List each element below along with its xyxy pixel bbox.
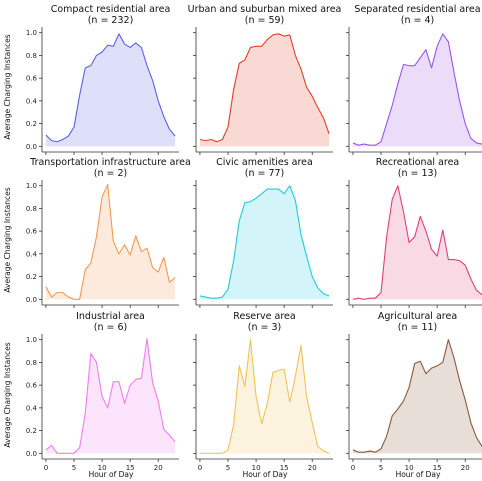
x-tick-label: 5 — [72, 464, 76, 472]
panel-7: Industrial area(n = 6) 0.0 0.2 0.4 0.6 0.8 1.0… — [26, 311, 179, 472]
panel-subtitle: (n = 11) — [398, 322, 438, 333]
panel-6: Recreational area(n = 13) — [346, 157, 482, 308]
panel-3: Separated residential area(n = 4) — [346, 4, 482, 155]
y-tick-label: 0.2 — [26, 273, 37, 281]
y-axis-label-row-2: Average Charging Instances — [3, 187, 12, 292]
area-fill — [199, 33, 330, 147]
area-fill — [45, 33, 176, 147]
y-axis-label-row-1: Average Charging Instances — [3, 34, 12, 139]
panel-8: Reserve area(n = 3) 0 5 10 15 20 — [193, 311, 333, 472]
y-tick-label: 0.4 — [26, 97, 38, 105]
x-tick-label: 0 — [44, 464, 48, 472]
y-tick-label: 0.2 — [26, 120, 37, 128]
series-line — [45, 184, 176, 300]
area-fill — [352, 185, 482, 300]
series-line — [352, 33, 482, 146]
x-tick-label: 15 — [433, 464, 442, 472]
y-tick-label: 1.0 — [26, 182, 37, 190]
panel-title: Separated residential area — [354, 4, 480, 15]
x-tick-label: 20 — [461, 464, 470, 472]
y-tick-label: 0.4 — [26, 250, 38, 258]
panel-9: Agricultural area(n = 11) 0 5 10 15 20 — [346, 311, 482, 472]
panel-subtitle: (n = 232) — [88, 15, 134, 26]
x-tick-label: 20 — [154, 464, 163, 472]
panel-title: Compact residential area — [51, 4, 171, 15]
x-tick-label: 15 — [126, 464, 135, 472]
x-tick-label: 10 — [405, 464, 414, 472]
x-tick-label: 15 — [280, 464, 289, 472]
series-line — [199, 185, 330, 299]
x-tick-label: 5 — [379, 464, 383, 472]
y-tick-label: 1.0 — [26, 29, 37, 37]
y-tick-label: 0.2 — [26, 427, 37, 435]
panel-subtitle: (n = 3) — [248, 322, 281, 333]
panel-title: Transportation infrastructure area — [29, 157, 191, 168]
area-fill — [199, 339, 330, 454]
panel-subtitle: (n = 59) — [245, 15, 285, 26]
x-tick-label: 20 — [308, 464, 317, 472]
series-line — [45, 337, 176, 454]
panel-subtitle: (n = 77) — [245, 168, 285, 179]
series-line — [199, 33, 330, 143]
panel-2: Urban and suburban mixed area(n = 59) — [188, 4, 342, 155]
area-fill — [352, 339, 482, 454]
panels-group: Compact residential area(n = 232) 0.0 0.2 0… — [26, 4, 482, 472]
x-tick-label: 0 — [198, 464, 202, 472]
y-axis-label-row-3: Average Charging Instances — [3, 342, 12, 447]
y-tick-label: 0.8 — [26, 52, 37, 60]
panel-subtitle: (n = 2) — [94, 168, 127, 179]
panel-title: Recreational area — [376, 157, 459, 168]
series-line — [199, 339, 330, 454]
y-tick-label: 0.6 — [26, 228, 38, 236]
y-tick-label: 0.0 — [26, 143, 37, 151]
x-axis-label-col-3: Hour of Day — [396, 470, 441, 479]
x-axis-label-col-2: Hour of Day — [243, 470, 288, 479]
x-tick-label: 0 — [351, 464, 355, 472]
panel-subtitle: (n = 13) — [398, 168, 438, 179]
panel-title: Urban and suburban mixed area — [188, 4, 342, 15]
panel-subtitle: (n = 6) — [94, 322, 127, 333]
x-axis-label-col-1: Hour of Day — [89, 470, 134, 479]
y-tick-label: 0.6 — [26, 382, 38, 390]
area-fill — [45, 184, 176, 300]
panel-1: Compact residential area(n = 232) 0.0 0.2 0… — [26, 4, 179, 155]
y-tick-label: 0.8 — [26, 359, 37, 367]
series-line — [352, 185, 482, 300]
x-tick-label: 5 — [226, 464, 230, 472]
y-tick-label: 1.0 — [26, 336, 37, 344]
y-tick-label: 0.4 — [26, 404, 38, 412]
area-fill — [352, 33, 482, 147]
series-line — [352, 339, 482, 453]
y-tick-label: 0.6 — [26, 75, 38, 83]
x-tick-label: 10 — [98, 464, 107, 472]
x-tick-label: 10 — [252, 464, 261, 472]
panel-title: Agricultural area — [378, 311, 457, 322]
y-tick-label: 0.0 — [26, 450, 37, 458]
panel-5: Civic amenities area(n = 77) — [193, 157, 333, 308]
y-tick-label: 0.0 — [26, 296, 37, 304]
panel-4: Transportation infrastructure area(n = 2… — [26, 157, 191, 308]
panel-title: Industrial area — [76, 311, 145, 322]
panel-title: Civic amenities area — [216, 157, 313, 168]
y-tick-label: 0.8 — [26, 205, 37, 213]
series-line — [45, 33, 176, 143]
panel-subtitle: (n = 4) — [401, 15, 434, 26]
area-fill — [199, 185, 330, 300]
panel-title: Reserve area — [233, 311, 295, 322]
